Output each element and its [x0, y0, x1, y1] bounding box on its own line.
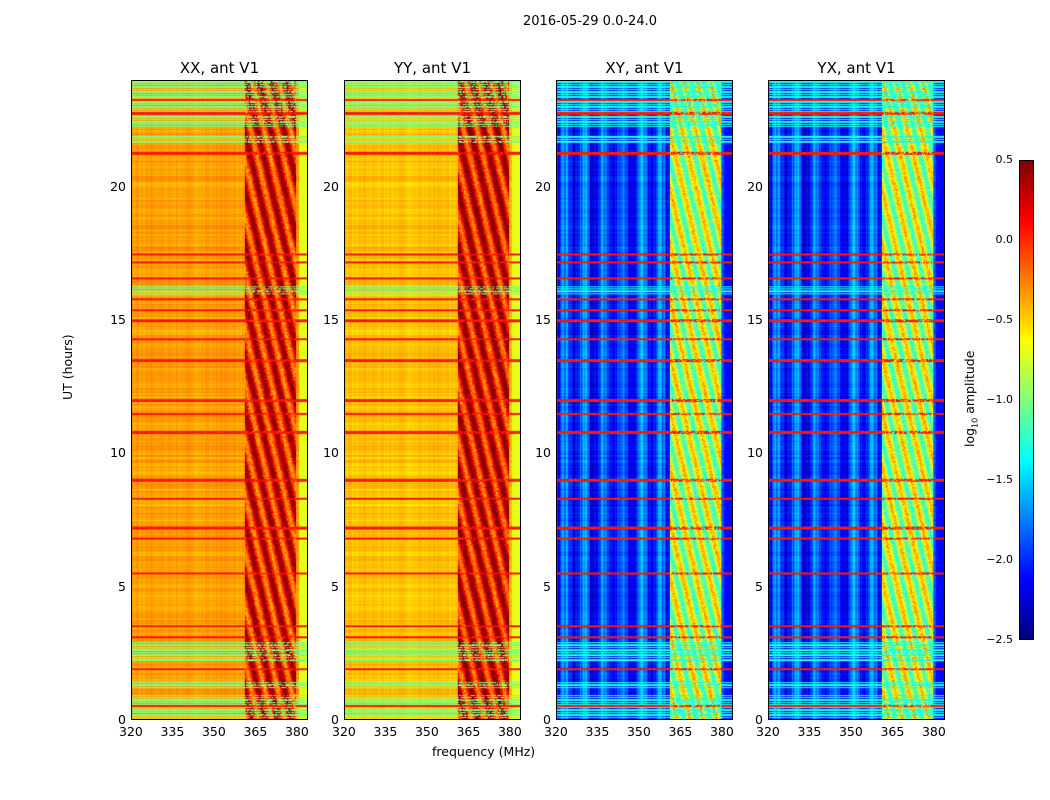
colorbar-tick-label: 0.5: [995, 153, 1014, 166]
heatmap-image: [769, 81, 944, 719]
x-tick-label: 350: [414, 724, 439, 739]
y-tick-label: 0: [331, 712, 339, 727]
y-tick-label: 10: [110, 445, 126, 461]
x-tick-label: 335: [373, 724, 398, 739]
panel-title: XX, ant V1: [179, 59, 260, 77]
heatmap-image: [557, 81, 732, 719]
panel-title: XY, ant V1: [605, 59, 684, 77]
panel-title: YX, ant V1: [817, 59, 896, 77]
y-tick-label: 20: [747, 178, 763, 194]
x-tick-label: 320: [756, 724, 780, 739]
y-tick-label: 0: [755, 712, 763, 727]
x-tick-label: 380: [709, 724, 734, 739]
x-tick-label: 365: [880, 724, 905, 739]
colorbar-tick-label: −2.0: [986, 553, 1013, 566]
colorbar-tick-label: −1.0: [986, 393, 1013, 406]
x-tick-label: 365: [456, 724, 481, 739]
panel-title: YY, ant V1: [393, 59, 471, 77]
x-tick-label: 350: [838, 724, 863, 739]
x-tick-label: 320: [119, 724, 143, 739]
y-tick-label: 5: [755, 578, 763, 594]
x-tick-label: 380: [284, 724, 309, 739]
y-tick-label: 15: [535, 312, 551, 327]
heatmap-image: [345, 81, 520, 719]
x-tick-label: 380: [921, 724, 946, 739]
x-tick-label: 320: [544, 724, 568, 739]
y-tick-label: 0: [118, 712, 126, 727]
y-tick-label: 5: [118, 578, 126, 594]
heatmap-panel-3: [556, 80, 733, 720]
x-tick-label: 335: [160, 724, 185, 739]
x-tick-label: 335: [797, 724, 822, 739]
heatmap-panel-1: [131, 80, 308, 720]
x-tick-label: 365: [243, 724, 268, 739]
heatmap-panel-4: [768, 80, 945, 720]
heatmap-image: [132, 81, 307, 719]
colorbar: [1019, 160, 1034, 640]
x-axis-label: frequency (MHz): [432, 744, 536, 759]
x-tick-label: 380: [497, 724, 522, 739]
x-tick-label: 320: [332, 724, 356, 739]
y-tick-label: 5: [331, 578, 339, 594]
y-tick-label: 20: [110, 178, 126, 194]
y-tick-label: 10: [535, 445, 551, 461]
y-tick-label: 5: [543, 578, 551, 594]
x-tick-label: 350: [201, 724, 226, 739]
y-tick-label: 15: [747, 312, 763, 327]
colorbar-tick-label: −0.5: [986, 313, 1013, 326]
heatmap-panel-2: [344, 80, 521, 720]
x-tick-label: 365: [668, 724, 693, 739]
y-tick-label: 15: [110, 312, 126, 327]
x-tick-label: 335: [585, 724, 610, 739]
colorbar-tick-label: −1.5: [986, 473, 1013, 486]
y-tick-label: 20: [323, 178, 339, 194]
y-tick-label: 10: [747, 445, 763, 461]
y-tick-label: 20: [535, 178, 551, 194]
colorbar-tick-label: −2.5: [986, 633, 1013, 646]
y-tick-label: 15: [323, 312, 339, 327]
y-tick-label: 10: [323, 445, 339, 461]
y-tick-label: 0: [543, 712, 551, 727]
colorbar-tick-label: 0.0: [995, 233, 1014, 246]
y-axis-label: UT (hours): [60, 334, 75, 400]
figure-title: 2016-05-29 0.0-24.0: [523, 14, 657, 29]
x-tick-label: 350: [626, 724, 651, 739]
